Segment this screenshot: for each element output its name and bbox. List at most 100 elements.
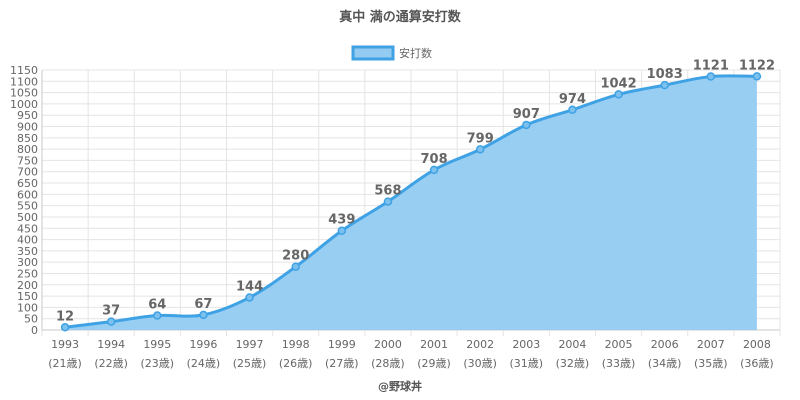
y-tick-label: 650 [17, 177, 38, 190]
data-label: 1042 [600, 76, 636, 91]
data-label: 67 [194, 297, 212, 312]
x-age-label: (34歳) [648, 357, 682, 370]
data-point[interactable] [614, 90, 623, 99]
data-point[interactable] [660, 80, 669, 90]
x-age-label: (28歳) [371, 357, 405, 370]
data-point[interactable] [153, 311, 162, 320]
data-point[interactable] [60, 323, 70, 332]
data-label: 37 [102, 304, 120, 319]
x-tick-label: 2004 [558, 338, 586, 351]
data-label: 974 [559, 92, 586, 107]
x-tick-label: 2005 [605, 338, 633, 351]
y-tick-label: 550 [17, 200, 38, 213]
y-tick-label: 1000 [10, 98, 38, 111]
chart-title: 真中 満の通算安打数 [339, 9, 462, 25]
data-point[interactable] [291, 262, 300, 271]
y-tick-label: 1100 [10, 75, 38, 88]
data-point[interactable] [752, 72, 762, 81]
legend-label: 安打数 [399, 46, 432, 60]
data-label: 12 [56, 309, 74, 324]
x-age-label: (25歳) [233, 357, 267, 370]
y-tick-label: 50 [24, 313, 38, 326]
x-age-label: (32歳) [556, 357, 590, 370]
legend-swatch [351, 45, 395, 61]
data-label: 708 [420, 152, 447, 167]
x-age-label: (30歳) [463, 357, 497, 370]
y-tick-label: 950 [17, 109, 38, 122]
y-tick-label: 200 [17, 279, 38, 292]
x-age-label: (22歳) [94, 357, 128, 370]
y-tick-label: 1050 [10, 87, 38, 100]
data-points [60, 72, 762, 332]
y-tick-label: 450 [17, 222, 38, 235]
y-axis: 0501001502002503003504004505005506006507… [10, 64, 38, 337]
x-age-label: (21歳) [48, 357, 82, 370]
x-age-label: (36歳) [740, 357, 774, 370]
data-point[interactable] [522, 120, 531, 130]
x-tick-label: 2008 [743, 338, 771, 351]
data-point[interactable] [337, 226, 347, 235]
y-tick-label: 500 [17, 211, 38, 224]
x-tick-label: 2000 [374, 338, 402, 351]
y-tick-label: 600 [17, 188, 38, 201]
data-label: 907 [513, 107, 540, 122]
x-age-label: (33歳) [602, 357, 636, 370]
x-tick-label: 1994 [97, 338, 125, 351]
y-tick-label: 750 [17, 154, 38, 167]
data-point[interactable] [429, 165, 439, 175]
x-age-label: (29歳) [417, 357, 451, 370]
x-age-label: (31歳) [510, 357, 544, 370]
y-tick-label: 300 [17, 256, 38, 269]
y-tick-label: 850 [17, 132, 38, 145]
x-age-label: (23歳) [141, 357, 175, 370]
data-label: 144 [236, 279, 263, 294]
data-label: 64 [148, 298, 166, 313]
y-tick-label: 900 [17, 121, 38, 134]
legend: 安打数 [351, 45, 432, 61]
x-tick-label: 2002 [466, 338, 494, 351]
data-point[interactable] [568, 105, 577, 115]
series-area [64, 74, 757, 330]
series-line [64, 74, 757, 329]
data-label: 1083 [647, 67, 683, 82]
data-point[interactable] [383, 197, 393, 206]
x-tick-label: 1998 [282, 338, 310, 351]
y-tick-label: 700 [17, 166, 38, 179]
x-tick-label: 1995 [143, 338, 171, 351]
x-tick-label: 1996 [189, 338, 217, 351]
y-tick-label: 100 [17, 301, 38, 314]
y-tick-label: 0 [31, 324, 38, 337]
x-tick-label: 1993 [51, 338, 79, 351]
x-tick-label: 2006 [651, 338, 679, 351]
x-tick-label: 2003 [512, 338, 540, 351]
x-tick-label: 2001 [420, 338, 448, 351]
data-point[interactable] [245, 293, 254, 302]
data-point[interactable] [106, 317, 116, 326]
y-tick-label: 800 [17, 143, 38, 156]
data-label: 280 [282, 249, 309, 264]
x-tick-label: 1999 [328, 338, 356, 351]
data-point[interactable] [706, 72, 716, 81]
data-point[interactable] [199, 310, 208, 320]
credit: @野球丼 [378, 379, 422, 393]
x-tick-label: 2007 [697, 338, 725, 351]
y-tick-label: 150 [17, 290, 38, 303]
x-age-label: (26歳) [279, 357, 313, 370]
data-label: 1121 [693, 59, 729, 74]
data-label: 1122 [739, 58, 775, 73]
x-age-label: (27歳) [325, 357, 359, 370]
x-age-label: (35歳) [694, 357, 728, 370]
y-tick-label: 250 [17, 267, 38, 280]
data-label: 799 [467, 131, 494, 146]
y-tick-label: 400 [17, 234, 38, 247]
data-labels: 12 37 64 67 144 280 439 568 708 799 907 974 1042 1083… [56, 58, 775, 324]
x-axis: 1993 (21歳) 1994 (22歳) 1995 (23歳) 1996 (24歳) 1997… [48, 338, 773, 370]
y-tick-label: 1150 [10, 64, 38, 77]
data-label: 568 [374, 184, 401, 199]
x-age-label: (24歳) [187, 357, 221, 370]
data-label: 439 [328, 213, 355, 228]
series-fill [65, 75, 757, 330]
data-point[interactable] [475, 145, 485, 154]
y-tick-label: 350 [17, 245, 38, 258]
